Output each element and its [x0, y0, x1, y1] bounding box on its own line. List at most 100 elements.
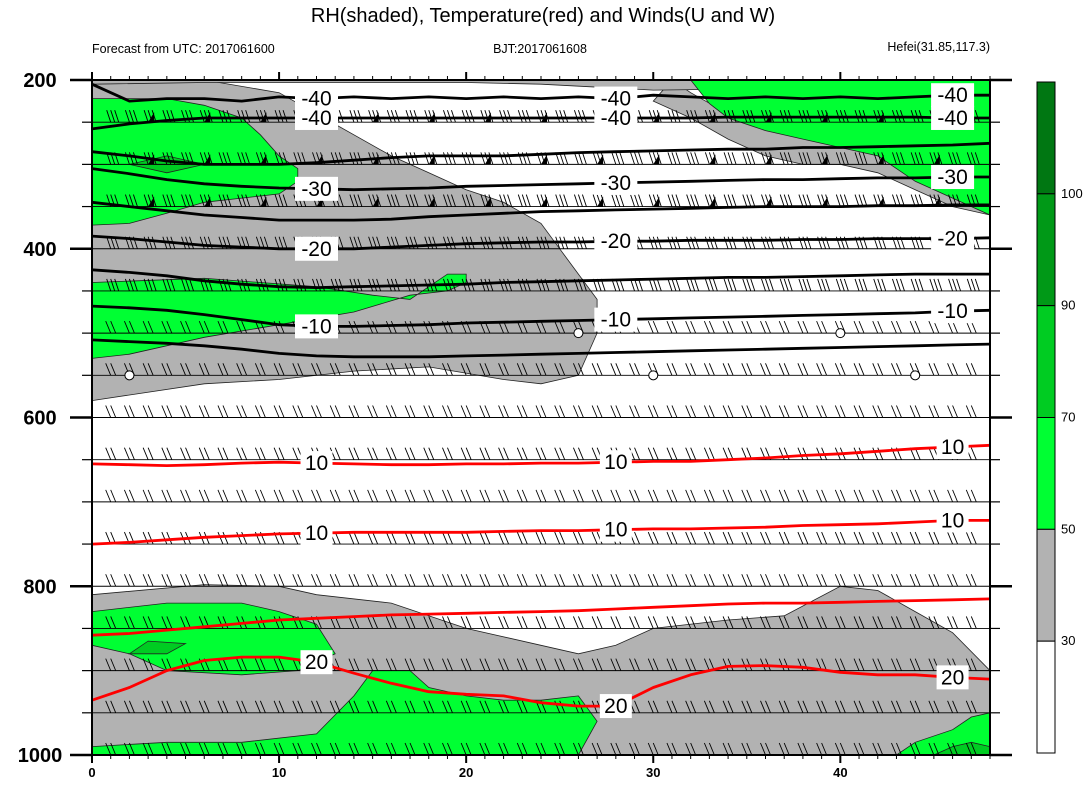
wind-barb [404, 489, 416, 503]
wind-barb [124, 742, 135, 755]
wind-barb [390, 80, 400, 81]
wind-barb [783, 80, 793, 81]
wind-barb [722, 658, 734, 671]
wind-barb [778, 363, 790, 376]
colorbar-segment [1036, 305, 1056, 418]
wind-barb [965, 405, 977, 418]
wind-barb [348, 447, 360, 460]
x-tick-label: 0 [88, 765, 95, 780]
wind-barb [723, 236, 737, 249]
wind-barb [965, 531, 977, 545]
wind-barb [760, 531, 771, 545]
contour-label: -10 [937, 300, 967, 323]
wind-barb [185, 80, 194, 81]
contour-line-15 [92, 597, 990, 637]
wind-barb [404, 363, 416, 376]
contour-label-box [931, 299, 975, 324]
wind-barb [834, 405, 846, 418]
contour-label: -20 [937, 228, 967, 251]
wind-barb [816, 574, 828, 587]
wind-barb [965, 616, 977, 629]
wind-barb [198, 447, 210, 460]
wind-barb [442, 616, 453, 629]
wind-barb [442, 489, 453, 503]
wind-barb [535, 574, 547, 587]
contour-label-box [594, 170, 638, 195]
wind-barb [591, 742, 603, 755]
wind-barb [610, 616, 622, 629]
wind-barb [873, 278, 887, 292]
wind-barb [821, 80, 830, 81]
wind-barb [198, 363, 210, 376]
wind-barb [928, 489, 940, 503]
wind-barb [479, 489, 491, 503]
contour-label-box [295, 105, 338, 130]
wind-barb [535, 363, 547, 376]
wind-barb [685, 658, 697, 671]
contour-label: 10 [941, 509, 964, 532]
wind-barb [816, 320, 828, 334]
wind-barb [615, 80, 624, 81]
wind-barb [535, 489, 547, 503]
wind-barb [142, 700, 154, 713]
wind-barb [142, 320, 154, 334]
wind-barb [797, 742, 809, 755]
wind-barb [685, 447, 697, 460]
wind-barb [254, 447, 266, 460]
wind-barb [442, 700, 453, 713]
wind-barb [722, 405, 734, 418]
wind-barb [404, 700, 416, 713]
wind-barb [367, 742, 379, 755]
contour-line-minus30 [92, 167, 990, 192]
y-axis: 200 400 600 800 1000 [18, 70, 1012, 767]
wind-barb [703, 320, 715, 334]
wind-barb [405, 194, 419, 207]
wind-pennant [597, 70, 603, 80]
contour-label: -40 [301, 107, 331, 130]
wind-barb [105, 742, 117, 755]
wind-barb [180, 405, 191, 418]
wind-barb [741, 574, 753, 587]
wind-barb [703, 616, 715, 629]
wind-barb [610, 658, 622, 671]
wind-barb [404, 616, 416, 629]
contour-label-box [300, 521, 333, 546]
wind-barb [404, 574, 416, 587]
wind-barb [816, 405, 828, 418]
wind-barb [460, 742, 472, 755]
wind-barb [703, 405, 715, 418]
wind-barb [853, 363, 865, 376]
wind-barb [516, 447, 528, 460]
wind-barb [217, 489, 229, 503]
wind-barb [237, 152, 251, 165]
wind-barb [385, 405, 397, 418]
wind-barb [853, 742, 865, 755]
contour-label-box [936, 435, 969, 460]
wind-barb [741, 616, 753, 629]
wind-barb [798, 194, 812, 207]
wind-barb [611, 194, 625, 207]
wind-barb [666, 405, 678, 418]
wind-pennant [204, 196, 211, 207]
contour-label: 10 [941, 436, 964, 459]
x-tick-label: 30 [646, 765, 660, 780]
wind-barb [761, 278, 774, 292]
contour-label-box [594, 229, 638, 254]
wind-barb [124, 447, 135, 460]
wind-barb [423, 658, 435, 671]
wind-pennant [877, 154, 884, 165]
wind-barb [647, 405, 659, 418]
wind-barb [274, 236, 288, 249]
wind-pennant [204, 70, 210, 80]
wind-pennant [148, 112, 155, 123]
wind-barb [629, 658, 640, 671]
wind-barb [610, 363, 622, 376]
wind-barb [647, 742, 659, 755]
wind-barb [554, 616, 566, 629]
wind-barb [180, 363, 191, 376]
wind-barb [630, 152, 643, 165]
wind-barb [498, 616, 509, 629]
wind-barb [329, 405, 341, 418]
contour-line-minus40 [92, 115, 990, 131]
wind-barb [198, 489, 210, 503]
